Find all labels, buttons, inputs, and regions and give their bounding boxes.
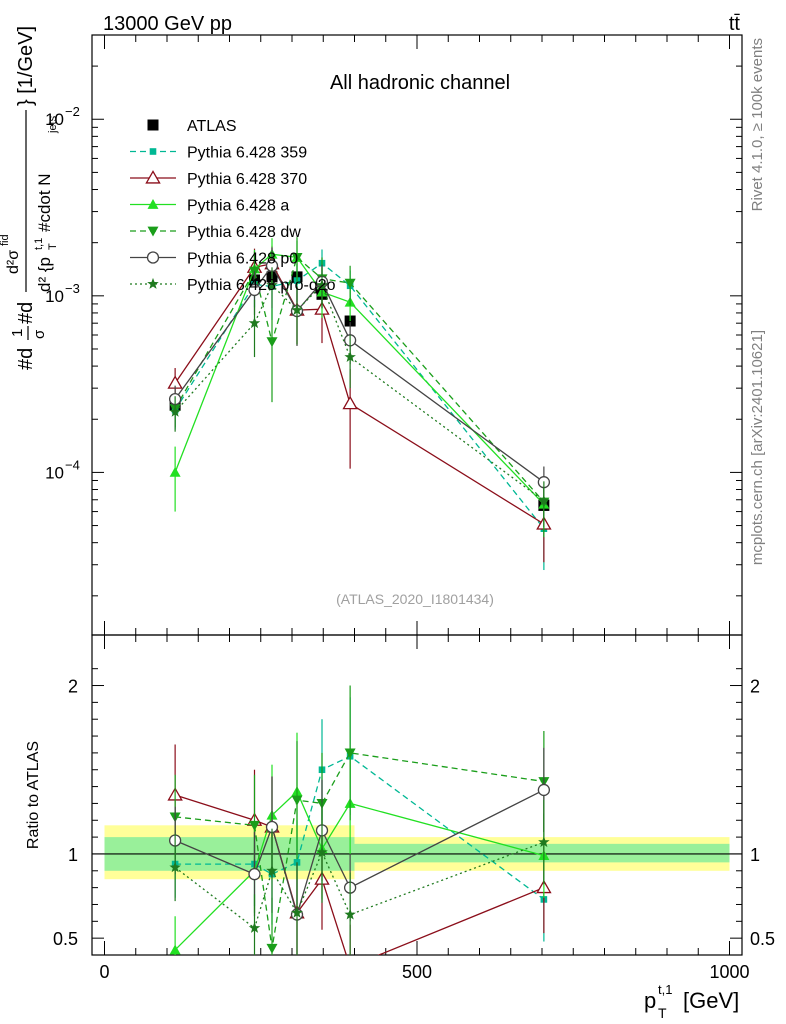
y-label-frac2-den-sub2: jets <box>47 115 59 134</box>
chart-title: All hadronic channel <box>330 72 510 94</box>
marker-open-circle <box>146 251 160 264</box>
legend-label: ATLAS <box>187 118 237 135</box>
rivet-label: Rivet 4.1.0, ≥ 100k events <box>749 38 766 211</box>
y-label-frac1-num: 1 <box>9 329 26 337</box>
marker-star <box>248 317 261 329</box>
marker-star <box>248 922 261 933</box>
y-tick-label: 10 <box>45 110 64 129</box>
analysis-label: (ATLAS_2020_I1801434) <box>336 591 494 607</box>
marker-open-circle <box>248 868 261 881</box>
y-label-suffix: } [1/GeV] <box>15 26 37 106</box>
marker-open-circle <box>248 283 261 297</box>
marker-open-triangle <box>145 170 161 184</box>
ratio-series <box>167 685 552 955</box>
marker-star <box>344 351 356 362</box>
legend-label: Pythia 6.428 dw <box>187 224 301 241</box>
marker-small-square <box>149 148 157 155</box>
marker-star <box>169 405 181 417</box>
main-ticks: 10−410−310−2 <box>45 34 742 635</box>
legend-label: Pythia 6.428 a <box>187 198 289 215</box>
band-inner-1 <box>354 843 730 863</box>
marker-down-triangle <box>266 943 278 954</box>
marker-square <box>147 119 159 131</box>
y-tick-exponent: −2 <box>65 104 80 119</box>
ratio-frame <box>91 634 743 956</box>
ratio-tick-label-left: 0.5 <box>53 929 78 949</box>
legend-label: Pythia 6.428 pro-q2o <box>187 277 336 294</box>
ratio-tick-label-right: 2 <box>750 677 760 697</box>
y-label-frac2-num-sup: fid <box>0 234 11 246</box>
mcplots-label: mcplots.cern.ch [arXiv:2401.10621] <box>749 330 766 565</box>
ratio-bands <box>92 825 742 880</box>
x-label-unit: [GeV] <box>683 988 739 1013</box>
marker-down-triangle <box>266 337 278 348</box>
ratio-tick-label-right: 1 <box>750 845 760 865</box>
x-tick-label: 500 <box>402 962 432 982</box>
ratio-line <box>174 794 545 955</box>
x-label-main: p <box>644 988 656 1013</box>
header-right: tt̄ <box>729 13 741 35</box>
marker-star <box>344 908 356 920</box>
main-series <box>167 237 552 571</box>
x-label-sup: t,1 <box>658 982 672 997</box>
y-label-frac2-den: d² {p <box>35 257 54 292</box>
series-ratio-6 <box>169 800 550 955</box>
ratio-tick-label-left: 1 <box>68 845 78 865</box>
y-label-frac2-num: d²σ <box>5 250 22 274</box>
marker-down-triangle <box>291 253 303 263</box>
marker-star <box>266 279 278 290</box>
marker-down-triangle <box>249 820 260 831</box>
y-tick-label: 10 <box>45 463 64 482</box>
series-main-6 <box>169 267 550 528</box>
marker-star <box>538 836 550 848</box>
marker-star <box>291 304 303 315</box>
legend: ATLAS Pythia 6.428 359 Pythia 6.428 370 Pyt… <box>130 118 336 294</box>
legend-label: Pythia 6.428 359 <box>187 145 307 162</box>
y-label-frac2-den-sup: t,1 <box>33 238 45 250</box>
marker-star <box>147 277 159 289</box>
y-label-frac2-den-rest: #cdot N <box>35 173 54 232</box>
y-label-mid: #d <box>15 302 37 324</box>
header-left: 13000 GeV pp <box>103 13 232 35</box>
marker-down-triangle <box>344 748 356 759</box>
series-line <box>174 283 545 502</box>
series-ratio-4 <box>169 685 550 955</box>
legend-label: Pythia 6.428 p0 <box>187 251 298 268</box>
marker-open-circle <box>537 783 551 797</box>
legend-label: Pythia 6.428 370 <box>187 171 307 188</box>
y-label-frac2-den-sub: T <box>47 243 59 250</box>
x-tick-label: 0 <box>99 962 109 982</box>
x-axis-label: p T t,1 [GeV] <box>644 982 739 1021</box>
ratio-y-label: Ratio to ATLAS <box>25 741 42 849</box>
marker-star <box>316 279 328 290</box>
series-ratio-1 <box>171 697 548 942</box>
marker-star <box>316 846 328 858</box>
marker-open-triangle <box>342 395 358 410</box>
ratio-tick-label-right: 0.5 <box>750 929 775 949</box>
y-axis-label: #d 1 σ #d d²σ fid d² {p T t,1 #cdot N je… <box>0 26 59 370</box>
series-line <box>174 262 545 525</box>
marker-triangle <box>169 944 181 955</box>
marker-star <box>538 494 550 506</box>
ratio-tick-label-left: 2 <box>68 677 78 697</box>
marker-down-triangle <box>344 278 356 289</box>
y-tick-exponent: −4 <box>65 457 80 472</box>
y-label-prefix: #d <box>15 348 37 370</box>
marker-star <box>266 864 278 876</box>
series-line <box>174 256 545 503</box>
y-label-frac1-den: σ <box>31 329 48 339</box>
x-tick-label: 1000 <box>709 962 749 982</box>
marker-star <box>169 861 181 873</box>
marker-triangle <box>147 199 159 209</box>
marker-down-triangle <box>147 226 159 237</box>
x-label-sub: T <box>658 1005 667 1021</box>
marker-star <box>291 906 303 918</box>
y-tick-label: 10 <box>45 287 64 306</box>
marker-down-triangle <box>291 795 303 806</box>
y-tick-exponent: −3 <box>65 281 80 296</box>
marker-triangle <box>169 466 181 477</box>
